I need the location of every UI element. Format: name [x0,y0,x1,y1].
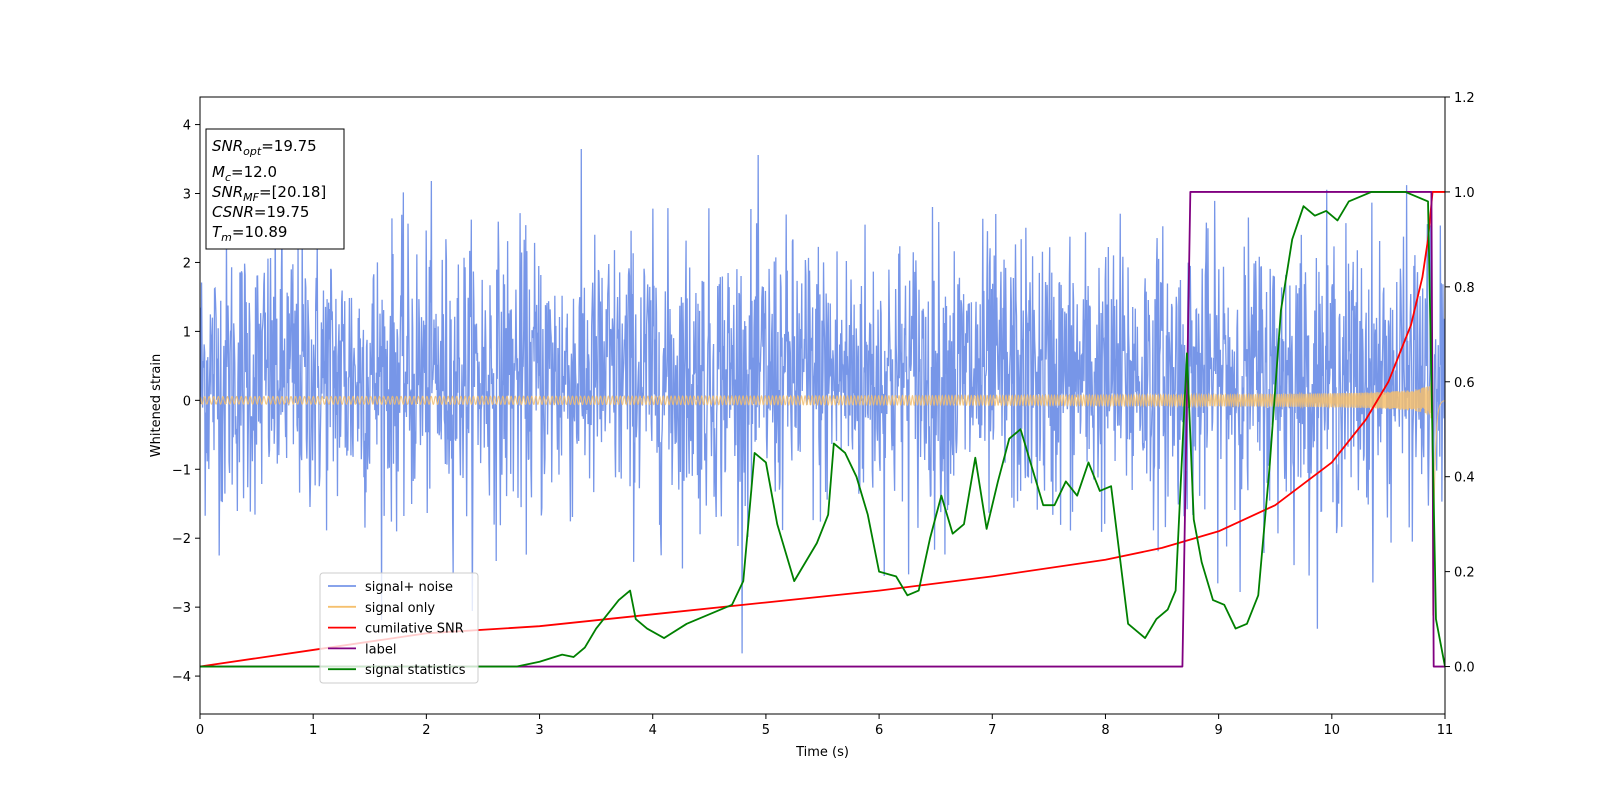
legend-entry-signal-statistics-text: signal statistics [365,663,466,678]
series-label-line [200,191,1445,668]
x-tick-label: 4 [649,723,657,738]
annotation-line3-subscript: MF [243,191,259,204]
y-right-tick-label: 0.6 [1454,376,1475,391]
annotation-line1-symbol: SNR [212,137,243,155]
x-tick-label: 3 [535,723,543,738]
annotation-line2: Mc=12.0 [212,163,277,184]
y-tick-label: 2 [183,256,191,271]
annotation-line5-subscript: m [221,231,232,244]
plot-frame [199,96,1446,715]
annotation-line1: SNRopt=19.75 [212,137,317,158]
y-right-tick-label: 1.0 [1454,186,1475,201]
annotation-line5-symbol: T [212,223,223,241]
series-signal-only-line [200,377,1445,616]
annotation-line2-subscript: c [225,171,231,184]
annotation-line2-value: =12.0 [231,163,277,181]
series-group [200,148,1445,668]
annotation-line3-symbol: SNR [212,183,243,201]
x-tick-label: 8 [1101,723,1109,738]
y-right-tick-label: 0.2 [1454,566,1475,581]
x-tick-label: 9 [1214,723,1222,738]
annotation-frame [205,128,345,250]
y-right-tick-label: 0.8 [1454,281,1475,296]
x-tick-label: 5 [762,723,770,738]
annotation-line4-value: =19.75 [254,203,310,221]
y-tick-label: 3 [183,188,191,203]
x-tick-label: 6 [875,723,883,738]
y-tick-label: 1 [183,325,191,340]
axes: 0 1 2 3 4 5 6 7 8 9 10 1143210−1−2−3−41.21.00.80.60… [172,91,1475,738]
x-tick-label: 1 [309,723,317,738]
annotation-line4: CSNR=19.75 [212,203,309,221]
annotation-line1-subscript: opt [243,145,262,158]
x-tick-label: 11 [1437,723,1454,738]
x-tick-label: 2 [422,723,430,738]
legend-entry-signal-noise-text: signal+ noise [365,580,453,595]
x-tick-label: 0 [196,723,204,738]
y-right-tick-label: 0.0 [1454,661,1475,676]
y-tick-label: 4 [183,119,191,134]
series-cumulative-snr-line [200,191,1445,668]
x-tick-label: 10 [1324,723,1341,738]
y-tick-label: −1 [172,463,191,478]
annotation-line4-symbol: CSNR [212,203,254,221]
y-right-tick-label: 0.4 [1454,471,1475,486]
y-tick-label: 0 [183,394,191,409]
legend: signal+ noise signal only cumilative SNR la… [319,572,479,684]
legend-entry-label-text: label [365,642,396,657]
annotation-line3: SNRMF=[20.18] [212,183,326,204]
series-signal-statistics-line [200,191,1445,668]
legend-entry-signal-only-text: signal only [365,601,435,616]
annotation-line1-value: =19.75 [261,137,317,155]
y-tick-label: −4 [172,670,191,685]
legend-entry-cumulative-snr-text: cumilative SNR [365,622,464,637]
stats-annotation-box: SNRopt=19.75Mc=12.0SNRMF=[20.18]CSNR=19.… [205,128,345,250]
annotation-line5: Tm=10.89 [212,223,287,244]
legend-box [319,572,479,684]
y-axis-label: Whitened strain [149,354,164,457]
plot-area [200,148,1445,668]
series-signal-noise-line [200,148,1445,654]
annotation-line2-symbol: M [212,163,225,181]
y-tick-label: −2 [172,532,191,547]
annotation-line5-value: =10.89 [232,223,288,241]
x-axis-label: Time (s) [795,745,849,760]
x-tick-label: 7 [988,723,996,738]
y-tick-label: −3 [172,601,191,616]
annotation-line3-value: =[20.18] [259,183,326,201]
y-right-tick-label: 1.2 [1454,91,1475,106]
